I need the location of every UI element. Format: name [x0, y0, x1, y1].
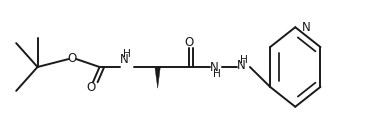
- Text: N: N: [120, 53, 129, 66]
- Text: N: N: [237, 59, 246, 72]
- Text: H: H: [213, 69, 221, 79]
- Text: O: O: [68, 52, 77, 65]
- Text: O: O: [184, 36, 193, 49]
- Polygon shape: [155, 66, 160, 88]
- Text: N: N: [302, 21, 311, 34]
- Text: H: H: [123, 49, 131, 59]
- Text: O: O: [86, 81, 96, 94]
- Text: N: N: [210, 61, 219, 74]
- Text: H: H: [240, 55, 248, 65]
